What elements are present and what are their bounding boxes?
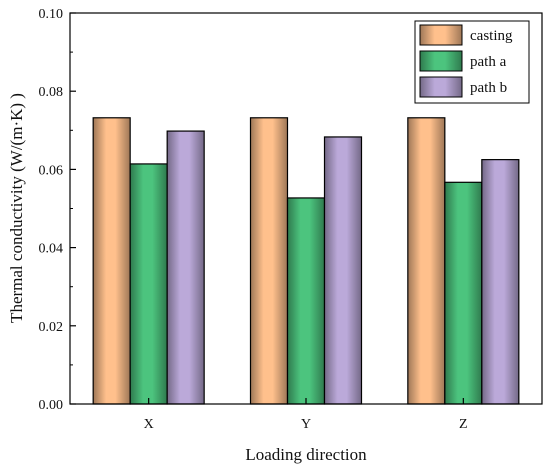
bar-path-a-y	[286, 197, 326, 405]
x-axis-title: Loading direction	[245, 445, 367, 464]
bar-casting-y	[249, 117, 289, 405]
bar-casting-z	[407, 117, 446, 405]
legend-label-path-a: path a	[470, 54, 507, 70]
y-tick-label: 0.04	[39, 242, 64, 257]
bar-path-b-x	[166, 130, 205, 405]
bars-group	[92, 117, 520, 405]
legend: casting path a path b	[414, 20, 530, 104]
x-axis: X Y Z	[144, 398, 468, 432]
y-tick-label: 0.08	[39, 85, 64, 100]
bar-path-b-z	[481, 159, 520, 405]
x-tick-label: Z	[459, 417, 468, 432]
legend-swatch-path-a	[419, 50, 463, 72]
x-tick-label: X	[144, 417, 154, 432]
legend-label-path-b: path b	[470, 80, 507, 96]
legend-label-casting: casting	[470, 28, 513, 44]
bar-path-b-y	[323, 136, 363, 405]
y-axis: 0.00 0.02 0.04 0.06 0.08 0.10	[39, 7, 76, 413]
x-tick-label: Y	[301, 417, 311, 432]
y-tick-label: 0.10	[39, 7, 64, 22]
y-axis-title: Thermal conductivity (W/(m·K) )	[7, 93, 26, 323]
bar-casting-x	[92, 117, 131, 405]
bar-path-a-x	[129, 163, 168, 405]
bar-path-a-z	[444, 181, 483, 405]
y-tick-label: 0.02	[39, 320, 64, 335]
legend-swatch-casting	[419, 24, 463, 46]
y-tick-label: 0.06	[39, 163, 64, 178]
legend-swatch-path-b	[419, 76, 463, 98]
y-tick-label: 0.00	[39, 398, 64, 413]
